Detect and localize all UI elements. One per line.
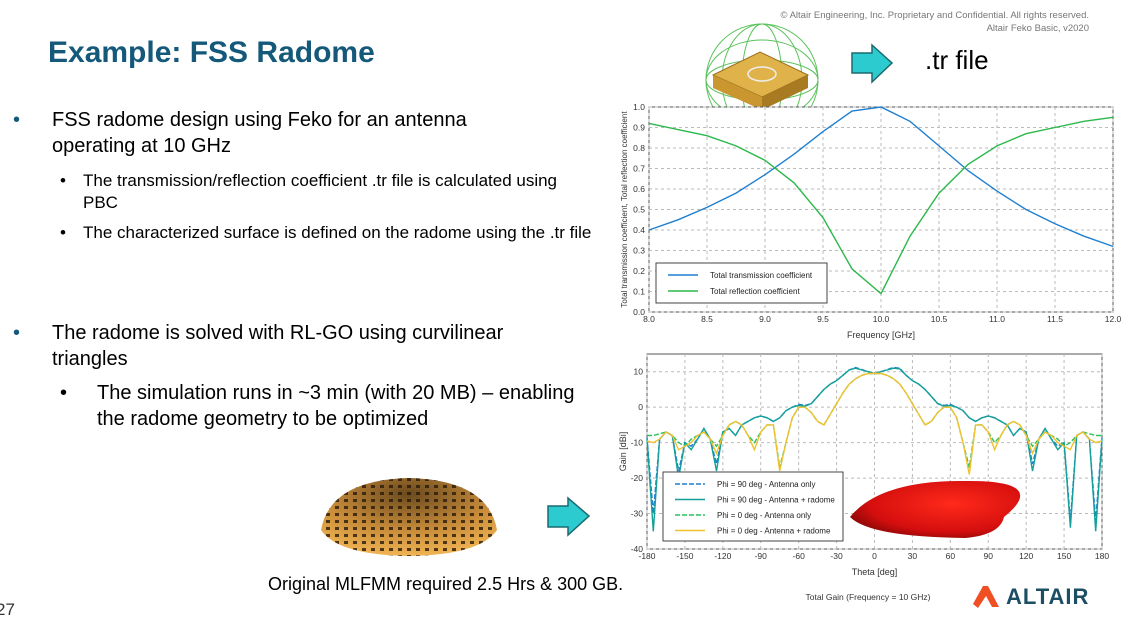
sub-bullet: • The transmission/reflection coefficien… <box>60 170 593 214</box>
y-tick-label: 0.6 <box>633 184 645 194</box>
y-axis-label: Gain [dBi] <box>618 432 628 472</box>
mlfmm-caption: Original MLFMM required 2.5 Hrs & 300 GB… <box>268 574 624 594</box>
legend-entry: Phi = 90 deg - Antenna only <box>717 480 816 489</box>
legend-entry: Phi = 90 deg - Antenna + radome <box>717 496 835 505</box>
legend-box <box>655 262 828 304</box>
y-tick-label: 0.3 <box>633 246 645 256</box>
y-tick-label: 0.5 <box>633 205 645 215</box>
bullet-text: The radome is solved with RL-GO using cu… <box>52 322 504 370</box>
y-tick-label: 0.7 <box>633 164 645 174</box>
bullet-dot: • <box>13 109 21 131</box>
x-tick-label: 8.5 <box>701 314 713 324</box>
x-tick-label: 10.5 <box>931 314 948 324</box>
legend-entry: Phi = 0 deg - Antenna only <box>717 511 811 520</box>
y-tick-label: -20 <box>631 473 644 483</box>
y-tick-label: 0.9 <box>633 123 645 133</box>
sub-bullet: • The characterized surface is defined o… <box>60 222 593 244</box>
x-tick-label: 9.5 <box>817 314 829 324</box>
x-tick-label: 11.5 <box>1047 314 1063 324</box>
sub-bullet: • The simulation runs in ~3 min (with 20… <box>60 380 577 432</box>
y-tick-label: 0.2 <box>633 266 645 276</box>
y-tick-label: 0.0 <box>633 307 645 317</box>
x-tick-label: -60 <box>793 551 806 561</box>
bullet-dot: • <box>13 322 21 344</box>
y-tick-label: -40 <box>631 544 644 554</box>
series-line <box>648 106 1114 248</box>
altair-logo-text: ALTAIR <box>1006 584 1090 609</box>
x-tick-label: -90 <box>755 551 768 561</box>
x-tick-label: 30 <box>908 551 918 561</box>
y-tick-label: -30 <box>631 509 644 519</box>
y-tick-label: 1.0 <box>633 102 645 112</box>
gain-chart: -180 -150 -120 -90 -60 -30 0 30 60 90 120 150 180 -40… <box>618 353 1109 602</box>
bullet-dot: • <box>60 223 66 242</box>
bullet-dot: • <box>60 382 68 404</box>
arrow-right-icon <box>547 496 591 537</box>
x-tick-label: 9.0 <box>759 314 771 324</box>
bullet-text: The simulation runs in ~3 min (with 20 M… <box>97 382 575 430</box>
copyright-notice: © Altair Engineering, Inc. Proprietary a… <box>780 9 1089 35</box>
y-tick-label: 0 <box>638 402 643 412</box>
bullet-text: The characterized surface is defined on … <box>83 223 592 242</box>
x-axis-label: Theta [deg] <box>852 567 898 577</box>
y-tick-label: 0.1 <box>633 287 645 297</box>
x-tick-label: 8.0 <box>643 314 655 324</box>
arrow-right-icon <box>851 43 894 84</box>
y-tick-label: 10 <box>634 367 644 377</box>
y-axis-label: Total transmission coefficient, Total re… <box>620 111 629 308</box>
bullet-text: The transmission/reflection coefficient … <box>83 171 558 212</box>
product-version: Altair Feko Basic, v2020 <box>986 23 1089 34</box>
x-tick-label: 90 <box>984 551 994 561</box>
copyright-text: © Altair Engineering, Inc. Proprietary a… <box>780 10 1089 21</box>
altair-logo-icon <box>973 586 999 608</box>
x-tick-label: 0 <box>872 551 877 561</box>
legend-entry: Total transmission coefficient <box>710 271 813 280</box>
chart-caption: Total Gain (Frequency = 10 GHz) <box>806 592 931 602</box>
x-tick-label: -180 <box>638 551 655 561</box>
x-tick-label: 11.0 <box>989 314 1005 324</box>
x-tick-label: 12.0 <box>1105 314 1122 324</box>
legend-entry: Total reflection coefficient <box>710 287 800 296</box>
x-tick-label: -150 <box>676 551 693 561</box>
x-tick-label: -30 <box>830 551 843 561</box>
y-tick-label: 0.4 <box>633 225 645 235</box>
y-tick-label: -10 <box>631 438 644 448</box>
series-line <box>648 116 1114 295</box>
series-line <box>646 372 1103 475</box>
y-tick-label: 0.8 <box>633 143 645 153</box>
bullet-text: FSS radome design using Feko for an ante… <box>52 109 467 157</box>
fss-radome-image <box>321 478 497 556</box>
x-tick-label: 120 <box>1019 551 1033 561</box>
page-number: 27 <box>0 600 15 619</box>
x-tick-label: 180 <box>1095 551 1109 561</box>
x-tick-label: 10.0 <box>873 314 890 324</box>
bullet-1: • FSS radome design using Feko for an an… <box>13 107 552 159</box>
x-tick-label: -120 <box>714 551 731 561</box>
page-title: Example: FSS Radome <box>48 36 375 69</box>
altair-logo: ALTAIR <box>972 584 1089 610</box>
transmission-reflection-chart: 8.0 8.5 9.0 9.5 10.0 10.5 11.0 11.5 12.0 0.0 0.1 0.… <box>620 102 1122 340</box>
fss-unit-cell-image <box>705 23 819 137</box>
tr-file-label: .tr file <box>925 45 989 75</box>
x-tick-label: 60 <box>946 551 956 561</box>
legend-entry: Phi = 0 deg - Antenna + radome <box>717 527 831 536</box>
x-tick-label: 150 <box>1057 551 1071 561</box>
x-axis-label: Frequency [GHz] <box>847 330 915 340</box>
bullet-dot: • <box>60 171 66 190</box>
bullet-2: • The radome is solved with RL-GO using … <box>13 320 572 372</box>
red-radome-image <box>850 480 1021 538</box>
